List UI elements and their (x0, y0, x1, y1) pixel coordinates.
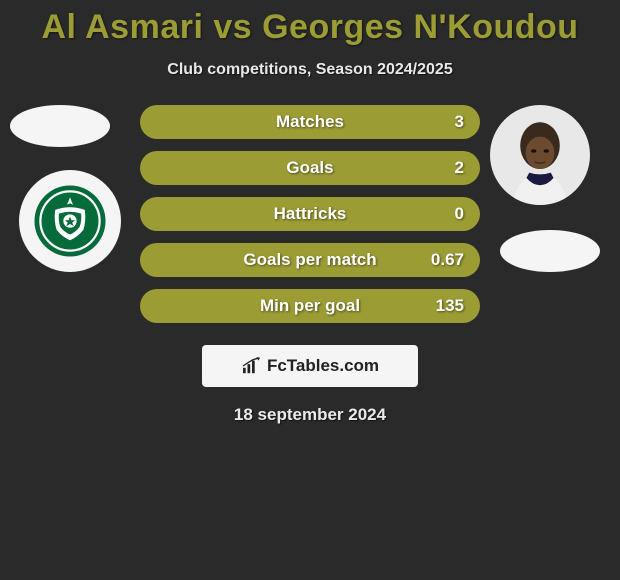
date-text: 18 september 2024 (0, 405, 620, 425)
brand-text: FcTables.com (267, 356, 379, 376)
stat-row-gpm: Goals per match 0.67 (140, 243, 480, 277)
stat-value: 0.67 (431, 250, 464, 270)
al-ahli-crest-icon (33, 184, 107, 258)
player-left-avatar (10, 105, 110, 147)
stat-label: Hattricks (274, 204, 347, 224)
stat-row-hattricks: Hattricks 0 (140, 197, 480, 231)
club-right-badge (500, 230, 600, 272)
stat-label: Goals (286, 158, 333, 178)
stat-row-matches: Matches 3 (140, 105, 480, 139)
stat-row-goals: Goals 2 (140, 151, 480, 185)
stat-row-mpg: Min per goal 135 (140, 289, 480, 323)
stat-value: 3 (455, 112, 464, 132)
stat-label: Min per goal (260, 296, 360, 316)
chart-icon (241, 357, 263, 375)
stat-label: Matches (276, 112, 344, 132)
player-silhouette-icon (495, 115, 585, 205)
page-title: Al Asmari vs Georges N'Koudou (0, 0, 620, 47)
brand-attribution: FcTables.com (202, 345, 418, 387)
stats-table: Matches 3 Goals 2 Hattricks 0 Goals per … (140, 105, 480, 335)
stat-value: 2 (455, 158, 464, 178)
stat-value: 0 (455, 204, 464, 224)
player-right-avatar (490, 105, 590, 205)
stat-label: Goals per match (243, 250, 376, 270)
club-left-badge (19, 170, 121, 272)
stat-value: 135 (436, 296, 464, 316)
subtitle: Club competitions, Season 2024/2025 (0, 61, 620, 79)
